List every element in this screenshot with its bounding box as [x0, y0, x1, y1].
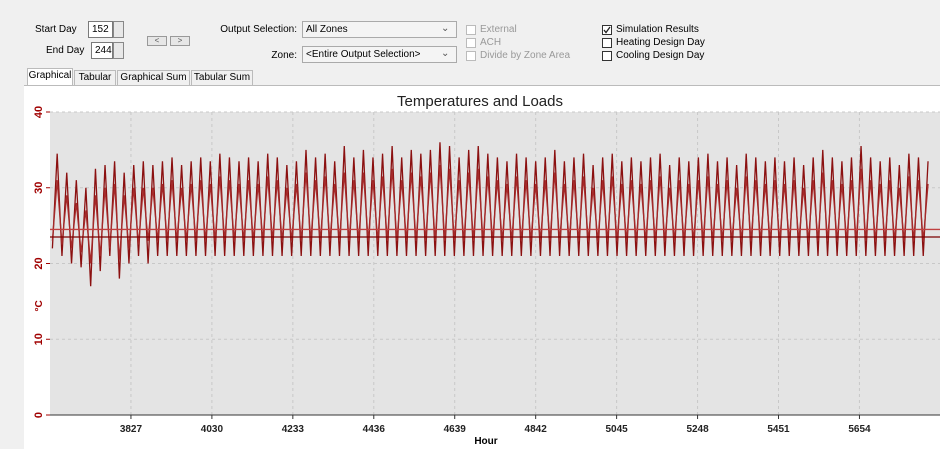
checkbox[interactable]: [602, 25, 612, 35]
y-tick-label: 30: [33, 182, 45, 194]
checkbox-label: Heating Design Day: [616, 37, 705, 48]
x-tick-label: 4030: [201, 424, 224, 435]
y-tick-label: 40: [33, 106, 45, 118]
checkbox-label: External: [480, 24, 517, 35]
y-tick-label: 10: [33, 333, 45, 345]
checkbox[interactable]: [602, 51, 612, 61]
x-tick-label: 4233: [282, 424, 305, 435]
tab[interactable]: Tabular: [74, 70, 116, 85]
end-day-input[interactable]: 244: [91, 42, 113, 59]
prev-button[interactable]: <: [147, 36, 167, 46]
output-selection-label: Output Selection:: [220, 24, 297, 35]
start-day-spinner[interactable]: [113, 21, 124, 38]
series-line: [51, 164, 929, 264]
x-tick-label: 4436: [363, 424, 386, 435]
x-tick-label: 4842: [525, 424, 548, 435]
checkbox-label: Divide by Zone Area: [480, 50, 571, 61]
checkbox[interactable]: [602, 38, 612, 48]
x-axis-label: Hour: [474, 436, 497, 447]
x-tick-label: 5451: [767, 424, 790, 435]
dropdown-arrow: ⌄: [441, 48, 450, 59]
dropdown-arrow: ⌄: [441, 23, 450, 34]
checkbox: [466, 25, 476, 35]
tab[interactable]: Tabular Sum: [191, 70, 253, 85]
tab[interactable]: Graphical Sum: [117, 70, 190, 85]
checkbox: [466, 38, 476, 48]
end-day-label: End Day: [46, 45, 85, 56]
checkbox-label: Cooling Design Day: [616, 50, 705, 61]
y-axis-label: °C: [34, 300, 45, 311]
zone-dropdown[interactable]: <Entire Output Selection>: [302, 46, 457, 63]
x-tick-label: 5045: [605, 424, 628, 435]
y-tick-label: 20: [33, 257, 45, 269]
checkbox: [466, 51, 476, 61]
y-tick-label: 0: [33, 412, 45, 418]
check-mark: [603, 26, 611, 34]
checkbox-label: ACH: [480, 37, 502, 48]
x-tick-label: 4639: [444, 424, 467, 435]
checkbox-label: Simulation Results: [616, 24, 699, 35]
start-day-label: Start Day: [35, 24, 77, 35]
next-button[interactable]: >: [170, 36, 190, 46]
start-day-input[interactable]: 152: [88, 21, 113, 38]
x-tick-label: 5248: [686, 424, 709, 435]
x-tick-label: 5654: [848, 424, 871, 435]
output-selection-dropdown[interactable]: All Zones: [302, 21, 457, 38]
chart-title: Temperatures and Loads: [397, 93, 563, 110]
x-tick-label: 3827: [120, 424, 143, 435]
tab[interactable]: Graphical: [27, 68, 73, 85]
zone-label: Zone:: [271, 50, 297, 61]
end-day-spinner[interactable]: [113, 42, 124, 59]
